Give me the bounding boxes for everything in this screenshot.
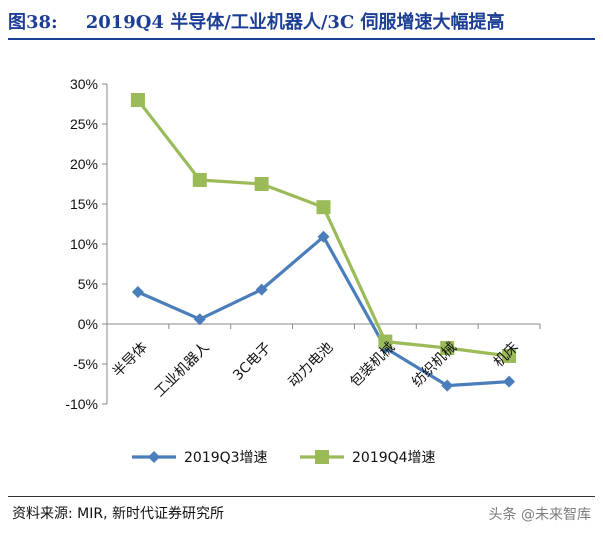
source-note: 资料来源: MIR, 新时代证券研究所 bbox=[12, 506, 225, 522]
data-point bbox=[317, 230, 330, 243]
legend-label-1: 2019Q3增速 bbox=[184, 450, 268, 466]
line-chart: -10% -5% 0% 5% 10% 15% 20% 25% 30% 半导体 工业机器人 3C电子 动力… bbox=[65, 76, 541, 466]
legend-marker bbox=[315, 450, 329, 464]
data-point bbox=[503, 375, 516, 388]
y-tick-label: 0% bbox=[78, 316, 98, 332]
data-point bbox=[193, 313, 206, 326]
data-point bbox=[378, 334, 393, 349]
source-divider bbox=[8, 496, 595, 497]
data-point bbox=[502, 349, 517, 363]
title-divider bbox=[8, 38, 595, 40]
y-tick-label: 15% bbox=[70, 196, 98, 212]
data-point bbox=[255, 283, 268, 296]
x-category-label: 动力电池 bbox=[285, 340, 336, 391]
legend-marker bbox=[148, 451, 160, 463]
x-category-label: 3C电子 bbox=[230, 340, 274, 384]
x-category-label: 包装机械 bbox=[347, 340, 398, 391]
data-point bbox=[316, 200, 331, 215]
data-point bbox=[130, 93, 145, 107]
y-tick-label: 25% bbox=[70, 116, 98, 132]
x-category-label: 半导体 bbox=[110, 340, 151, 381]
data-point bbox=[254, 177, 269, 191]
watermark: 头条 @未来智库 bbox=[488, 507, 591, 523]
legend-label-2: 2019Q4增速 bbox=[352, 450, 436, 466]
figure-title-bar: 图38: 2019Q4 半导体/工业机器人/3C 伺服增速大幅提高 bbox=[8, 6, 595, 36]
y-tick-label: -10% bbox=[65, 396, 98, 412]
y-tick-label: 30% bbox=[70, 76, 98, 92]
data-point bbox=[192, 173, 207, 187]
data-point bbox=[440, 341, 455, 355]
y-tick-label: 5% bbox=[78, 276, 98, 292]
figure-label: 图38: bbox=[8, 12, 58, 33]
x-category-label: 机床 bbox=[491, 340, 522, 371]
x-category-label: 工业机器人 bbox=[152, 340, 213, 401]
figure-title: 2019Q4 半导体/工业机器人/3C 伺服增速大幅提高 bbox=[85, 12, 505, 33]
y-tick-label: 20% bbox=[70, 156, 98, 172]
y-tick-label: -5% bbox=[73, 356, 98, 372]
data-point bbox=[441, 379, 454, 392]
y-tick-label: 10% bbox=[70, 236, 98, 252]
data-point bbox=[131, 286, 144, 298]
